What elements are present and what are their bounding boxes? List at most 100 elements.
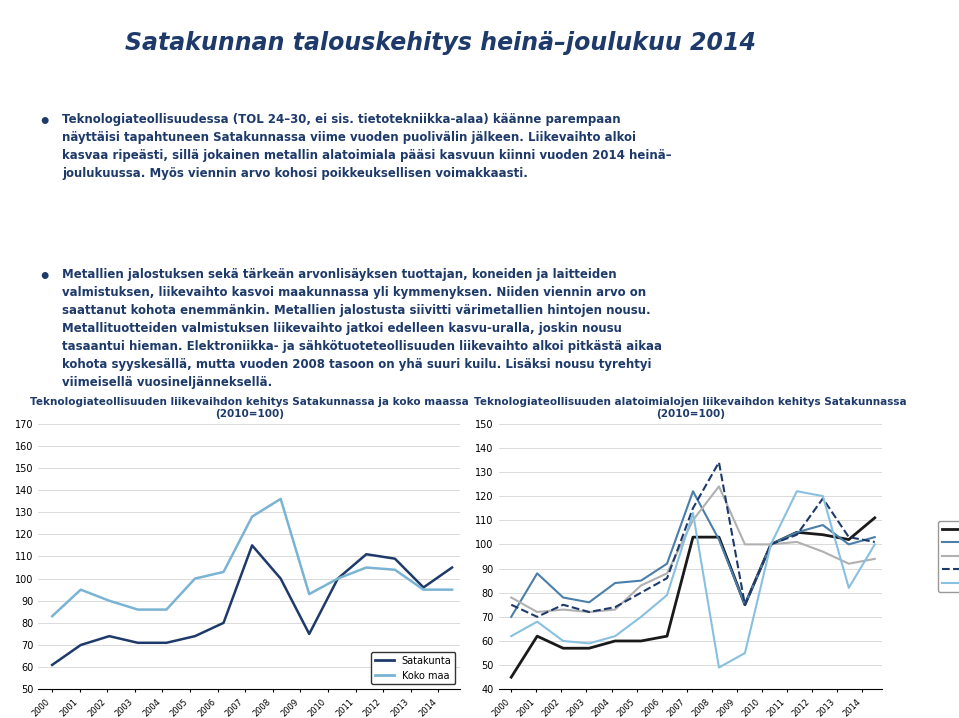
Koneet ja laitteet	[505, 673, 517, 681]
Metallituotteet	[583, 598, 595, 607]
Satakunta	[361, 550, 372, 559]
Metallien jalostus	[713, 663, 725, 672]
Metallit. keskim.	[739, 600, 751, 609]
Legend: Satakunta, Koko maa: Satakunta, Koko maa	[371, 652, 456, 684]
Metallituotteet	[531, 569, 543, 578]
Text: Metallien jalostuksen sekä tärkeän arvonlisäyksen tuottajan, koneiden ja laittei: Metallien jalostuksen sekä tärkeän arvon…	[62, 268, 663, 389]
Satakunta	[246, 541, 258, 550]
Sähkötekniset	[843, 559, 854, 568]
Koko maa	[389, 566, 401, 574]
Metallituotteet	[557, 593, 569, 602]
Koko maa	[189, 574, 200, 583]
Metallituotteet	[843, 540, 854, 549]
Metallit. keskim.	[817, 494, 829, 503]
Koneet ja laitteet	[557, 644, 569, 653]
Sähkötekniset	[583, 607, 595, 616]
Satakunta	[275, 574, 287, 583]
Metallit. keskim.	[713, 458, 725, 467]
Line: Metallit. keskim.: Metallit. keskim.	[511, 462, 875, 617]
Koko maa	[446, 585, 457, 594]
Legend: Koneet ja laitteet, Metallituotteet, Sähkötekniset, Metallit. keskim., Metallien: Koneet ja laitteet, Metallituotteet, Säh…	[939, 521, 959, 592]
Metallituotteet	[635, 577, 646, 585]
Satakunta	[132, 638, 144, 647]
Metallit. keskim.	[688, 504, 699, 513]
Koko maa	[75, 585, 86, 594]
Koneet ja laitteet	[739, 600, 751, 609]
Metallit. keskim.	[583, 607, 595, 616]
Koko maa	[246, 513, 258, 521]
Sähkötekniset	[817, 547, 829, 556]
Metallit. keskim.	[791, 531, 803, 539]
Metallien jalostus	[869, 540, 880, 549]
Metallituotteet	[791, 528, 803, 536]
Sähkötekniset	[713, 482, 725, 490]
Metallien jalostus	[583, 639, 595, 648]
Line: Satakunta: Satakunta	[52, 546, 452, 665]
Koneet ja laitteet	[688, 533, 699, 541]
Metallit. keskim.	[869, 538, 880, 546]
Metallit. keskim.	[843, 533, 854, 541]
Metallituotteet	[869, 533, 880, 541]
Satakunta	[161, 638, 173, 647]
Sähkötekniset	[531, 607, 543, 616]
Metallien jalostus	[557, 637, 569, 645]
Metallien jalostus	[531, 617, 543, 626]
Metallituotteet	[662, 559, 673, 568]
Text: •: •	[38, 113, 51, 131]
Satakunta	[75, 640, 86, 649]
Metallit. keskim.	[635, 588, 646, 597]
Satakunta	[389, 554, 401, 563]
Metallituotteet	[609, 579, 620, 587]
Koneet ja laitteet	[765, 540, 777, 549]
Metallit. keskim.	[765, 540, 777, 549]
Metallien jalostus	[817, 492, 829, 500]
Line: Sähkötekniset: Sähkötekniset	[511, 486, 875, 612]
Metallituotteet	[739, 600, 751, 609]
Title: Teknologiateollisuuden alatoimialojen liikevaihdon kehitys Satakunnassa
(2010=10: Teknologiateollisuuden alatoimialojen li…	[474, 397, 907, 419]
Koko maa	[418, 585, 430, 594]
Metallit. keskim.	[662, 574, 673, 582]
Satakunta	[418, 583, 430, 592]
Koneet ja laitteet	[791, 528, 803, 536]
Koneet ja laitteet	[609, 637, 620, 645]
Koko maa	[303, 589, 315, 598]
Sähkötekniset	[609, 605, 620, 614]
Metallien jalostus	[739, 649, 751, 658]
Line: Koko maa: Koko maa	[52, 499, 452, 616]
Metallien jalostus	[505, 632, 517, 640]
Koneet ja laitteet	[843, 535, 854, 544]
Metallit. keskim.	[531, 612, 543, 621]
Satakunta	[189, 632, 200, 640]
Koneet ja laitteet	[713, 533, 725, 541]
Koko maa	[46, 612, 58, 620]
Metallit. keskim.	[505, 600, 517, 609]
Koko maa	[218, 568, 229, 577]
Satakunta	[303, 630, 315, 638]
Text: Teknologiateollisuudessa (TOL 24–30, ei sis. tietotekniikka-alaa) käänne parempa: Teknologiateollisuudessa (TOL 24–30, ei …	[62, 113, 672, 180]
Satakunta	[218, 619, 229, 628]
Sähkötekniset	[505, 593, 517, 602]
Sähkötekniset	[765, 540, 777, 549]
Line: Metallituotteet: Metallituotteet	[511, 491, 875, 617]
Koko maa	[361, 563, 372, 572]
Koneet ja laitteet	[817, 531, 829, 539]
Satakunta	[446, 563, 457, 572]
Title: Teknologiateollisuuden liikevaihdon kehitys Satakunnassa ja koko maassa
(2010=10: Teknologiateollisuuden liikevaihdon kehi…	[30, 397, 469, 419]
Sähkötekniset	[869, 554, 880, 563]
Satakunta	[104, 632, 115, 640]
Metallituotteet	[688, 487, 699, 495]
Koko maa	[132, 605, 144, 614]
Metallituotteet	[505, 612, 517, 621]
Text: Satakunnan talouskehitys heinä–joulukuu 2014: Satakunnan talouskehitys heinä–joulukuu …	[125, 31, 756, 55]
Satakunta	[332, 574, 343, 583]
Metallien jalostus	[609, 632, 620, 640]
Koneet ja laitteet	[583, 644, 595, 653]
Line: Metallien jalostus: Metallien jalostus	[511, 491, 875, 668]
Koneet ja laitteet	[662, 632, 673, 640]
Koko maa	[104, 597, 115, 605]
Metallituotteet	[817, 521, 829, 529]
Koko maa	[275, 495, 287, 503]
Koneet ja laitteet	[869, 513, 880, 522]
Sähkötekniset	[635, 581, 646, 589]
Line: Koneet ja laitteet: Koneet ja laitteet	[511, 518, 875, 677]
